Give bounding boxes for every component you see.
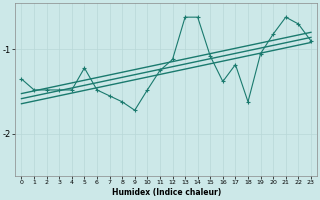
X-axis label: Humidex (Indice chaleur): Humidex (Indice chaleur) (112, 188, 221, 197)
